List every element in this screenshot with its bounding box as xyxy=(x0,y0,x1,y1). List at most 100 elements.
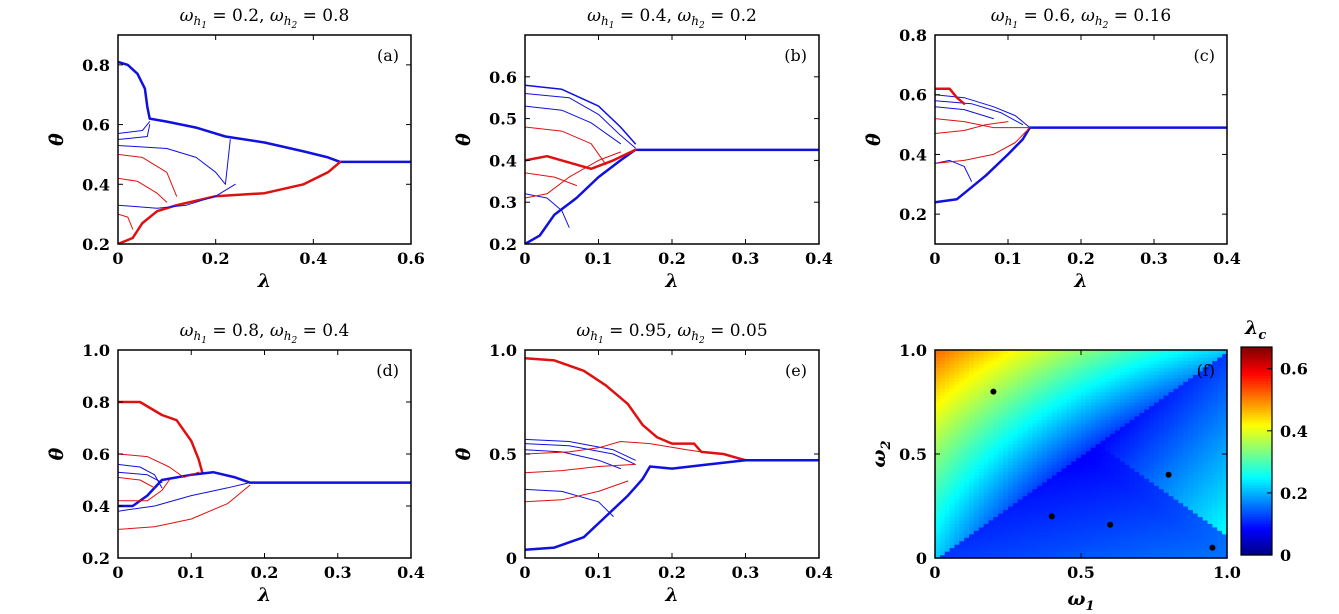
panel-f-cell xyxy=(1139,537,1145,542)
panel-f-cell xyxy=(1217,506,1223,511)
panel-d-x-tick-label: 0.3 xyxy=(324,563,352,582)
panel-f-cell xyxy=(1163,388,1170,393)
panel-f-cell xyxy=(1173,467,1179,472)
panel-f-cell xyxy=(939,551,946,556)
panel-f-cell xyxy=(1212,408,1218,413)
panel-f-cell xyxy=(988,540,994,545)
panel-f-cell xyxy=(1173,370,1179,375)
panel-f-cell xyxy=(1207,443,1213,448)
panel-f-cell xyxy=(1197,415,1204,420)
panel-f-cell xyxy=(1100,377,1106,382)
panel-f-cell xyxy=(935,460,941,465)
panel-f-cell xyxy=(1207,447,1213,452)
panel-f-cell xyxy=(1110,370,1116,375)
panel-f-cell xyxy=(983,454,990,459)
panel-f-cell xyxy=(959,478,965,483)
panel-f-colorbar-cell xyxy=(1241,458,1272,462)
panel-f-cell xyxy=(1163,381,1170,386)
panel-f-cell xyxy=(1158,440,1165,445)
panel-f-cell xyxy=(1149,388,1155,393)
panel-f-cell xyxy=(973,481,980,486)
panel-f-cell xyxy=(1144,360,1150,365)
panel-f-cell xyxy=(1056,478,1063,483)
panel-f-cell xyxy=(1222,471,1228,476)
panel-f-cell xyxy=(1158,488,1165,493)
panel-f-cell xyxy=(935,547,941,552)
panel-f-cell xyxy=(1061,450,1067,455)
panel-f-cell xyxy=(959,360,965,365)
panel-f-cell xyxy=(1042,433,1048,438)
panel-f-cell xyxy=(1061,443,1067,448)
panel-f-cell xyxy=(935,540,941,545)
panel-f-cell xyxy=(1149,384,1155,389)
panel-f-cell xyxy=(1212,467,1218,472)
panel-f-colorbar-tick-label: 0.2 xyxy=(1280,484,1308,503)
panel-f-cell xyxy=(1032,492,1038,497)
panel-f-cell xyxy=(988,537,994,542)
panel-f-cell xyxy=(1076,388,1082,393)
panel-f-cell xyxy=(969,440,975,445)
panel-f-cell xyxy=(1178,478,1184,483)
panel-f-cell xyxy=(1144,544,1150,549)
panel-f-cell xyxy=(1119,509,1126,514)
panel-f-cell xyxy=(1071,360,1077,365)
panel-e-x-tick-label: 0 xyxy=(519,563,530,582)
panel-f-cell xyxy=(1110,519,1116,524)
panel-f-cell xyxy=(1119,450,1126,455)
panel-f-cell xyxy=(1066,450,1072,455)
panel-f-cell xyxy=(1168,429,1175,434)
panel-f-cell xyxy=(1149,440,1155,445)
panel-f-colorbar-title: λc xyxy=(1244,317,1266,343)
panel-f-cell xyxy=(1217,388,1223,393)
panel-f-cell xyxy=(1149,474,1155,479)
panel-f-colorbar-cell xyxy=(1241,490,1272,494)
panel-f-cell xyxy=(1003,370,1009,375)
panel-f-cell xyxy=(1100,481,1106,486)
panel-f-cell xyxy=(1144,391,1150,396)
panel-f-cell xyxy=(1003,429,1009,434)
panel-f-cell xyxy=(1197,506,1204,511)
panel-f-cell xyxy=(1158,478,1165,483)
panel-f-cell xyxy=(954,533,960,538)
panel-f-cell xyxy=(1051,481,1058,486)
panel-f-cell xyxy=(1051,395,1058,400)
panel-f-cell xyxy=(1085,460,1092,465)
panel-f-cell xyxy=(1095,523,1102,528)
panel-f-cell xyxy=(1115,540,1121,545)
panel-f-cell xyxy=(1017,530,1024,535)
panel-f-cell xyxy=(1105,454,1111,459)
panel-f-cell xyxy=(969,457,975,462)
panel-f-cell xyxy=(1056,530,1063,535)
panel-f-cell xyxy=(1071,429,1077,434)
panel-f-cell xyxy=(973,509,980,514)
panel-f-cell xyxy=(1173,422,1179,427)
panel-f-cell xyxy=(1037,447,1043,452)
panel-f-cell xyxy=(1158,502,1165,507)
panel-f-cell xyxy=(1012,391,1019,396)
panel-f-cell xyxy=(1042,412,1048,417)
panel-f-cell xyxy=(1105,533,1111,538)
panel-f-cell xyxy=(949,391,956,396)
panel-f-cell xyxy=(964,547,970,552)
panel-f-cell xyxy=(1066,544,1072,549)
panel-f-cell xyxy=(1071,405,1077,410)
panel-f-cell xyxy=(1046,374,1053,379)
panel-f-cell xyxy=(1032,478,1038,483)
panel-f-cell xyxy=(973,353,980,358)
panel-f-cell xyxy=(1115,415,1121,420)
panel-f-cell xyxy=(1051,426,1058,431)
panel-f-cell xyxy=(1173,547,1179,552)
panel-f-cell xyxy=(1144,523,1150,528)
panel-f-cell xyxy=(998,353,1004,358)
panel-f-cell xyxy=(1129,395,1136,400)
panel-f-cell xyxy=(983,485,990,490)
panel-f-cell xyxy=(969,454,975,459)
panel-f-cell xyxy=(1105,419,1111,424)
panel-f-cell xyxy=(1056,495,1063,500)
panel-f-cell xyxy=(973,492,980,497)
panel-f-cell xyxy=(1202,544,1209,549)
panel-f-cell xyxy=(978,384,985,389)
panel-f-cell xyxy=(1129,350,1136,355)
panel-f-cell xyxy=(1168,436,1175,441)
panel-f-cell xyxy=(949,447,956,452)
